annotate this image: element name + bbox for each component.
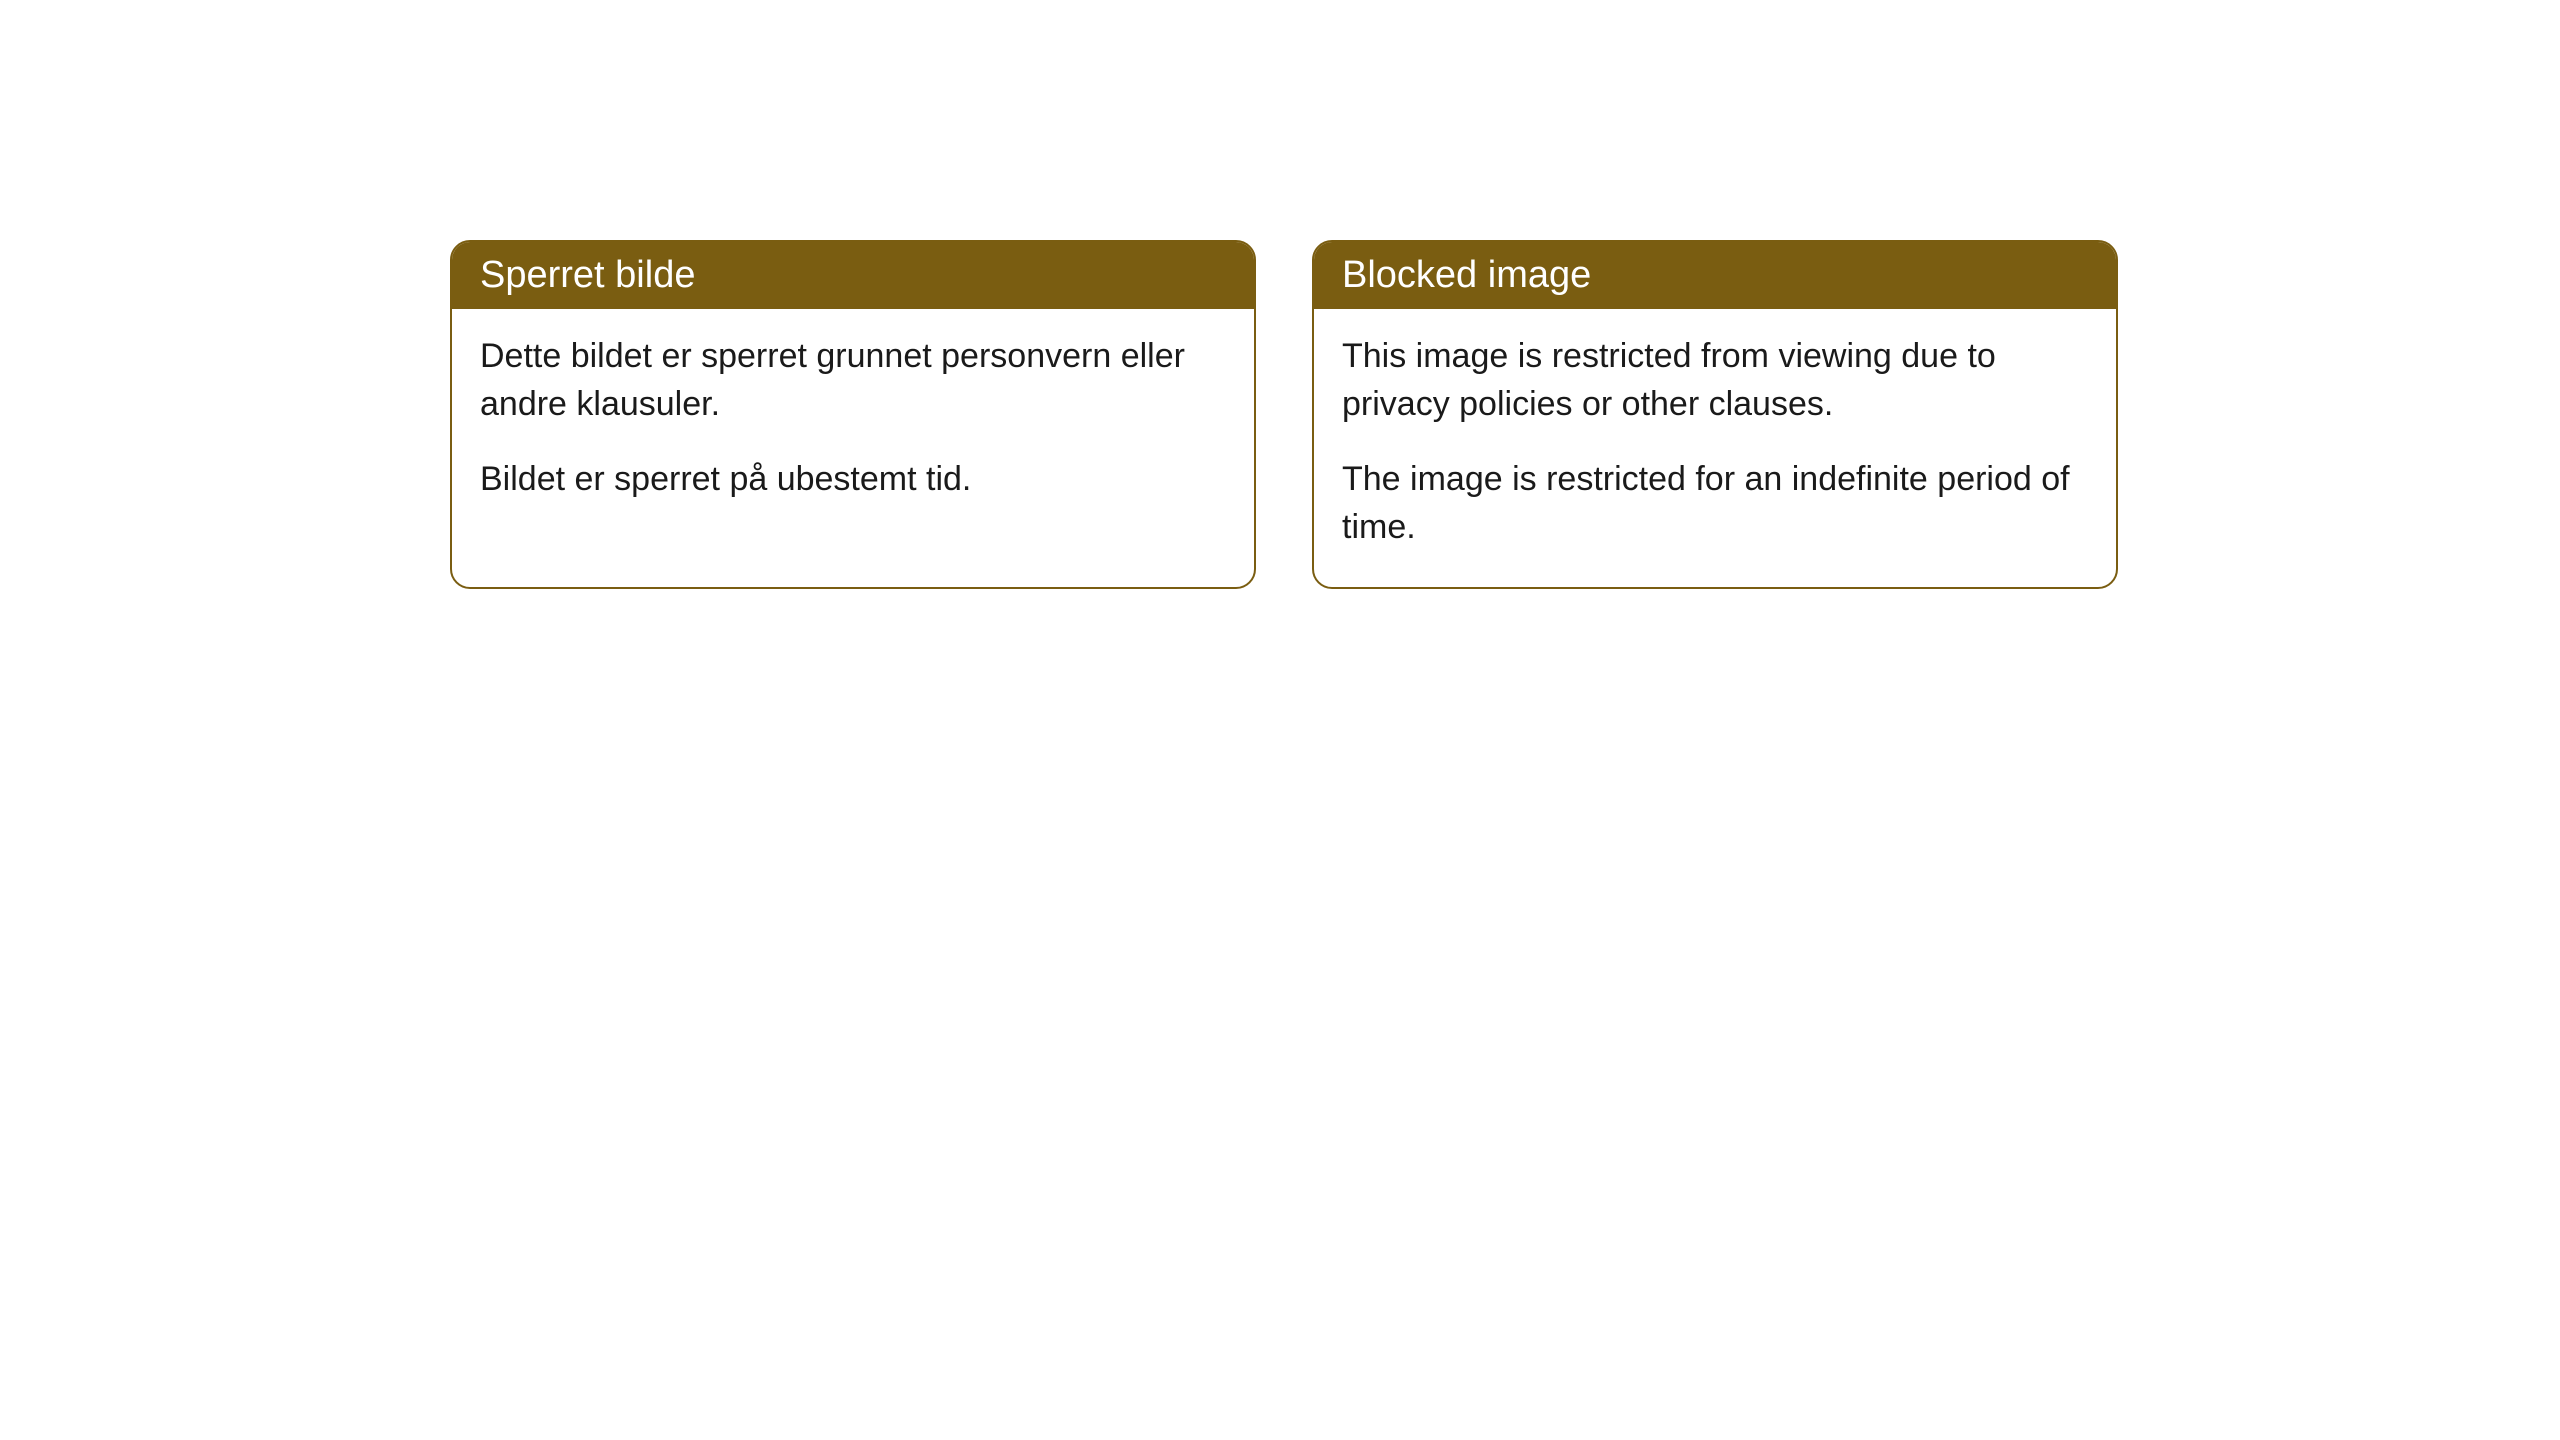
card-paragraph-1-english: This image is restricted from viewing du… bbox=[1342, 333, 2088, 428]
card-paragraph-2-english: The image is restricted for an indefinit… bbox=[1342, 456, 2088, 551]
card-paragraph-2-norwegian: Bildet er sperret på ubestemt tid. bbox=[480, 456, 1226, 504]
card-header-norwegian: Sperret bilde bbox=[452, 242, 1254, 309]
card-paragraph-1-norwegian: Dette bildet er sperret grunnet personve… bbox=[480, 333, 1226, 428]
blocked-image-card-norwegian: Sperret bilde Dette bildet er sperret gr… bbox=[450, 240, 1256, 589]
card-header-english: Blocked image bbox=[1314, 242, 2116, 309]
card-title-norwegian: Sperret bilde bbox=[480, 254, 695, 296]
card-body-norwegian: Dette bildet er sperret grunnet personve… bbox=[452, 309, 1254, 540]
card-body-english: This image is restricted from viewing du… bbox=[1314, 309, 2116, 587]
blocked-image-card-english: Blocked image This image is restricted f… bbox=[1312, 240, 2118, 589]
card-title-english: Blocked image bbox=[1342, 254, 1591, 296]
cards-container: Sperret bilde Dette bildet er sperret gr… bbox=[450, 240, 2118, 589]
